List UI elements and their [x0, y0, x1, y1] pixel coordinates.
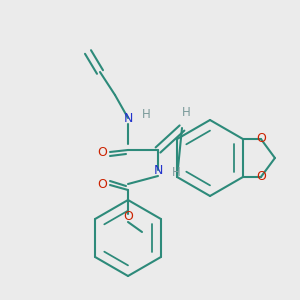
- Text: O: O: [97, 178, 107, 191]
- Text: N: N: [153, 164, 163, 176]
- Text: O: O: [97, 146, 107, 158]
- Text: H: H: [182, 106, 190, 118]
- Text: N: N: [123, 112, 133, 124]
- Text: O: O: [123, 209, 133, 223]
- Text: O: O: [256, 133, 266, 146]
- Text: O: O: [256, 170, 266, 184]
- Text: H: H: [142, 109, 150, 122]
- Text: H: H: [172, 167, 180, 179]
